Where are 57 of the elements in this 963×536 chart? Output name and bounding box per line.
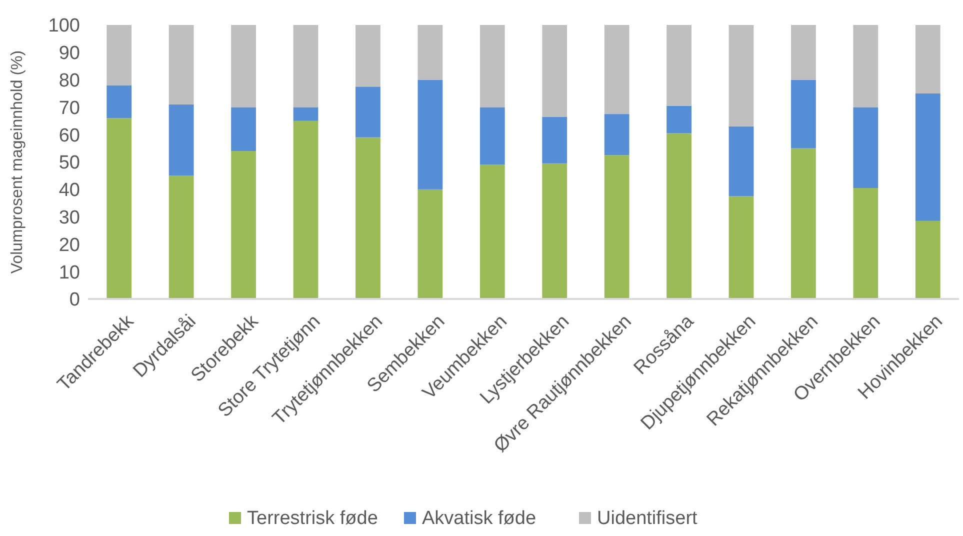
y-tick-label: 60 <box>58 125 80 146</box>
bar <box>106 118 132 299</box>
y-tick-label: 90 <box>58 43 80 64</box>
bar <box>542 116 568 164</box>
bar <box>480 25 505 108</box>
bar <box>418 80 443 190</box>
y-tick-label: 20 <box>58 234 80 256</box>
bar <box>106 25 132 86</box>
y-tick-label: 50 <box>58 152 80 174</box>
bar <box>106 85 132 118</box>
bar <box>791 80 816 148</box>
bar <box>231 107 256 152</box>
y-tick-label: 10 <box>58 262 80 284</box>
bar <box>728 126 754 196</box>
y-axis-title: Volumprosent mageinnhold (%) <box>9 50 26 274</box>
y-tick-label: 70 <box>58 98 80 119</box>
legend-label: Terrestrisk føde <box>247 508 378 529</box>
bar <box>418 25 443 80</box>
bar <box>168 104 194 176</box>
bar <box>604 114 630 156</box>
bar <box>168 176 194 299</box>
bar <box>604 155 630 299</box>
bar <box>293 25 318 108</box>
bar <box>728 196 754 299</box>
bar <box>915 25 940 94</box>
bar <box>231 151 256 299</box>
y-tick-label: 100 <box>48 16 80 37</box>
bar <box>915 220 940 299</box>
bar <box>542 163 568 299</box>
bar <box>853 107 878 188</box>
bar <box>915 94 940 221</box>
bar <box>293 107 318 121</box>
bar <box>666 133 692 299</box>
bar <box>666 106 692 134</box>
y-tick-label: 80 <box>58 70 80 92</box>
bar <box>168 25 194 104</box>
bar <box>666 25 692 106</box>
legend-label: Uidentifisert <box>597 508 698 529</box>
y-tick-label: 30 <box>58 207 80 228</box>
bar <box>480 164 505 299</box>
bar <box>853 188 878 299</box>
bar <box>728 25 754 126</box>
y-tick-label: 0 <box>69 290 80 311</box>
bar <box>542 25 568 117</box>
bar <box>356 25 380 87</box>
bar <box>231 25 256 108</box>
bar <box>356 137 380 299</box>
bar <box>418 189 443 299</box>
y-tick-label: 40 <box>58 180 80 202</box>
bar <box>791 25 816 80</box>
bar <box>853 25 878 108</box>
legend-label: Akvatisk føde <box>422 508 536 529</box>
bar <box>480 107 505 165</box>
bar <box>293 120 318 299</box>
bar <box>791 148 816 299</box>
bar <box>356 86 380 138</box>
bar <box>604 25 630 114</box>
